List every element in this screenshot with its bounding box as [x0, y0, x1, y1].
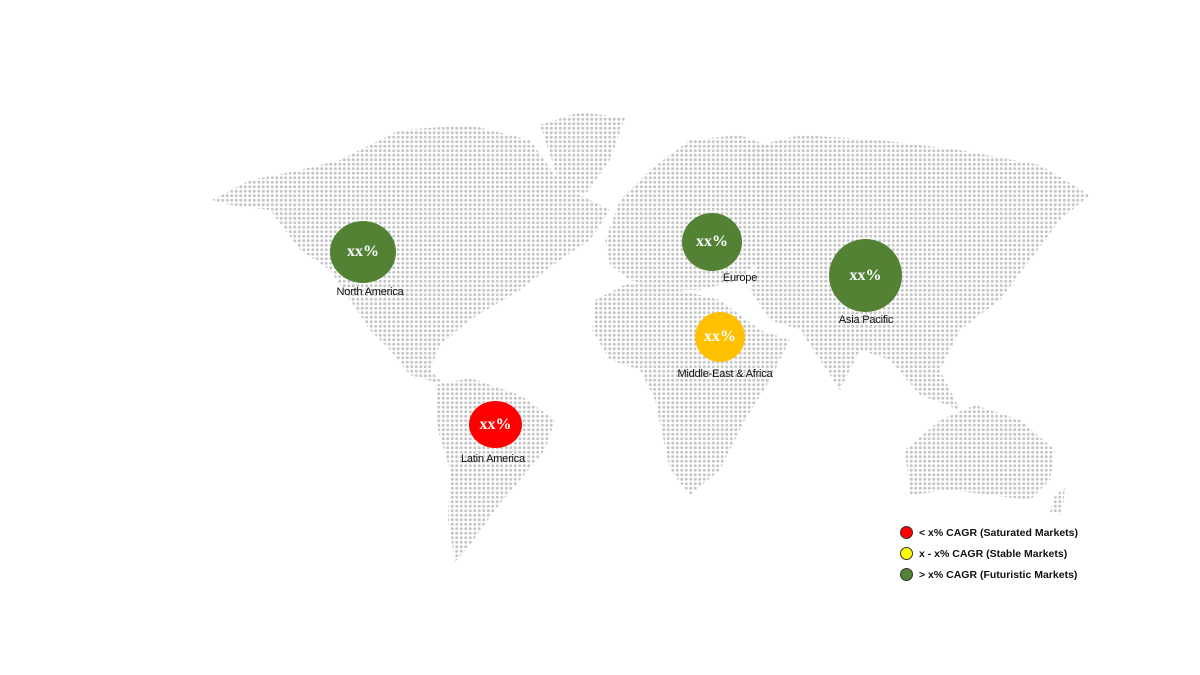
legend-item-stable: x - x% CAGR (Stable Markets)	[900, 543, 1078, 564]
red-dot-icon	[900, 526, 913, 539]
bubble-middle-east-africa: xx%	[695, 312, 745, 362]
south-america-shape	[435, 378, 555, 562]
bubble-asia-pacific: xx%	[829, 239, 902, 312]
north-america-shape	[212, 125, 610, 385]
green-dot-icon	[900, 568, 913, 581]
legend-label: > x% CAGR (Futuristic Markets)	[919, 568, 1078, 581]
yellow-dot-icon	[900, 547, 913, 560]
legend-item-futuristic: > x% CAGR (Futuristic Markets)	[900, 564, 1078, 585]
label-europe: Europe	[722, 272, 758, 284]
label-north-america: North America	[336, 286, 404, 298]
africa-shape	[592, 282, 790, 495]
legend-item-saturated: < x% CAGR (Saturated Markets)	[900, 522, 1078, 543]
bubble-north-america: xx%	[330, 221, 396, 283]
label-latin-america: Latin America	[460, 453, 526, 465]
new-zealand-shape	[1050, 488, 1065, 515]
label-asia-pacific: Asia Pacific	[838, 314, 894, 326]
legend-label: x - x% CAGR (Stable Markets)	[919, 547, 1068, 560]
bubble-latin-america: xx%	[469, 401, 522, 448]
label-middle-east-africa: Middle-East & Africa	[677, 368, 773, 380]
australia-shape	[905, 405, 1055, 500]
greenland-shape	[540, 112, 625, 195]
legend-label: < x% CAGR (Saturated Markets)	[919, 526, 1079, 539]
asia-shape	[740, 135, 1090, 410]
bubble-europe: xx%	[682, 213, 742, 271]
legend: < x% CAGR (Saturated Markets) x - x% CAG…	[900, 522, 1078, 585]
